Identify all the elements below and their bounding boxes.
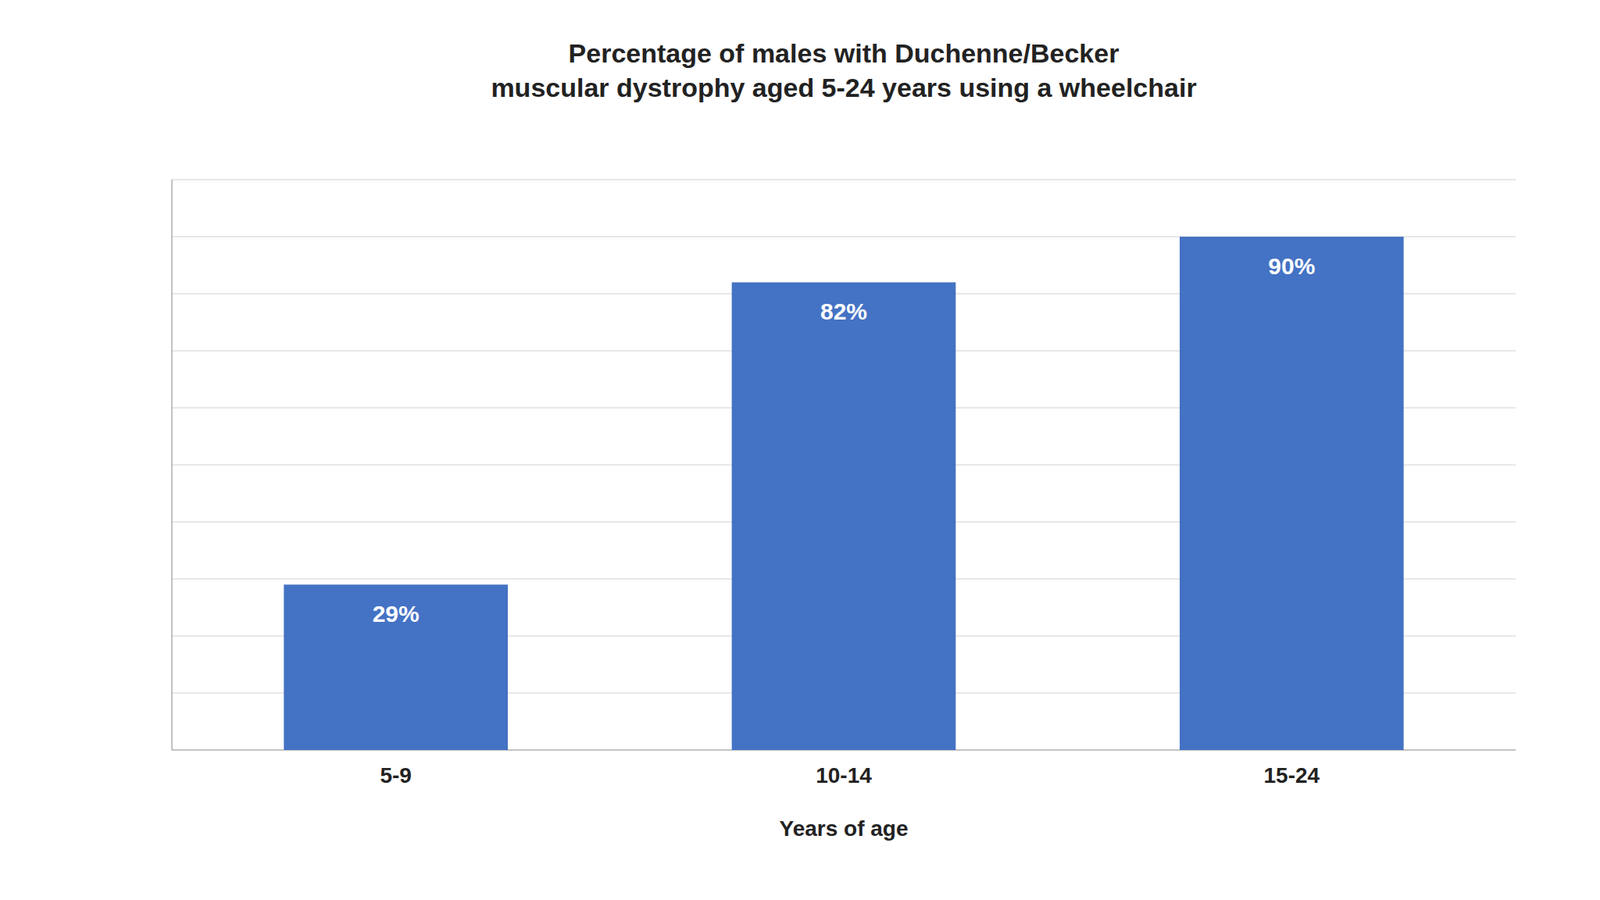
x-ticks: 5-9 10-14 15-24: [379, 763, 1320, 788]
data-label: 29%: [372, 600, 420, 627]
bar: [283, 584, 508, 750]
bar: [732, 282, 957, 750]
x-tick-label: 5-9: [379, 763, 411, 788]
background: [0, 0, 1600, 900]
bars: [283, 236, 1404, 750]
title-line: Percentage of males with Duchenne/Becker: [568, 38, 1120, 68]
y-axis-line: [171, 179, 173, 750]
data-label: 90%: [1267, 253, 1315, 279]
data-label: 82%: [820, 298, 868, 325]
chart-svg: Percentage of males with Duchenne/Becker…: [0, 0, 1600, 900]
bar: [1179, 236, 1404, 750]
grid-line: [171, 179, 1516, 181]
chart-container: Percentage of males with Duchenne/Becker…: [0, 0, 1600, 900]
x-axis-label: Years of age: [779, 816, 909, 841]
x-tick-label: 10-14: [815, 763, 872, 788]
data-labels: 29% 82% 90%: [372, 253, 1316, 627]
title-line: muscular dystrophy aged 5-24 years using…: [490, 72, 1197, 103]
x-tick-label: 15-24: [1264, 763, 1321, 788]
title: Percentage of males with Duchenne/Becker…: [490, 38, 1197, 103]
